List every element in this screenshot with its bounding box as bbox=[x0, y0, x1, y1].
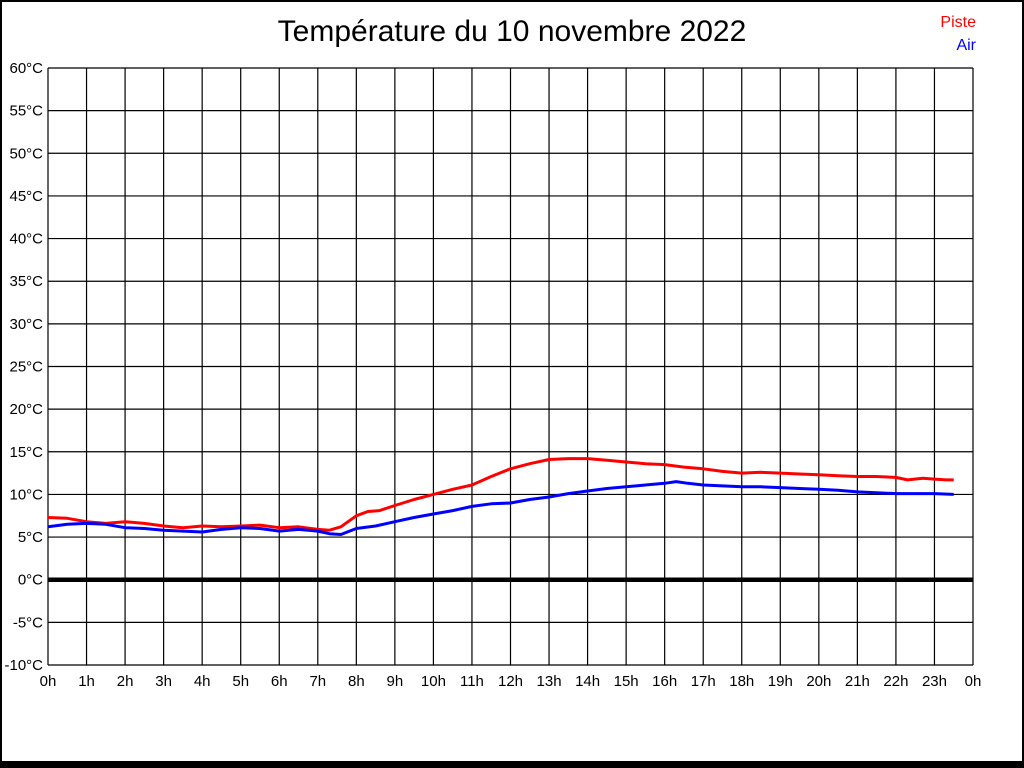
x-axis-tick-label: 18h bbox=[729, 673, 754, 690]
x-axis-tick-label: 20h bbox=[806, 673, 831, 690]
x-axis-tick-label: 4h bbox=[194, 673, 211, 690]
x-axis-tick-label: 0h bbox=[40, 673, 57, 690]
x-axis-tick-label: 0h bbox=[965, 673, 982, 690]
legend-label-air: Air bbox=[956, 37, 976, 54]
y-axis-tick-label: 50°C bbox=[9, 145, 43, 162]
x-axis-tick-label: 2h bbox=[117, 673, 134, 690]
x-axis-tick-label: 12h bbox=[498, 673, 523, 690]
piste-series-line bbox=[47, 457, 954, 532]
y-axis-tick-label: 5°C bbox=[18, 529, 43, 546]
y-axis-tick-label: 20°C bbox=[9, 401, 43, 418]
x-axis-tick-label: 13h bbox=[537, 673, 562, 690]
x-axis-tick-label: 22h bbox=[883, 673, 908, 690]
x-axis-tick-label: 6h bbox=[271, 673, 288, 690]
x-axis-tick-label: 16h bbox=[652, 673, 677, 690]
x-axis-tick-label: 23h bbox=[922, 673, 947, 690]
y-axis-tick-label: 0°C bbox=[18, 572, 43, 589]
y-axis-tick-label: 55°C bbox=[9, 103, 43, 120]
x-axis-tick-label: 8h bbox=[348, 673, 365, 690]
y-axis-tick-label: 35°C bbox=[9, 273, 43, 290]
air-series-line bbox=[47, 480, 954, 536]
x-axis-tick-label: 19h bbox=[768, 673, 793, 690]
y-axis-tick-label: 60°C bbox=[9, 60, 43, 77]
x-axis-tick-label: 11h bbox=[460, 673, 484, 690]
y-axis-tick-label: 30°C bbox=[9, 316, 43, 333]
legend-label-piste: Piste bbox=[940, 14, 976, 31]
x-axis-tick-label: 9h bbox=[387, 673, 404, 690]
x-axis-tick-label: 5h bbox=[232, 673, 249, 690]
legend-item-air: Air bbox=[956, 34, 976, 57]
y-axis-tick-label: 25°C bbox=[9, 359, 43, 376]
legend: Piste Air bbox=[940, 11, 976, 57]
y-axis-tick-label: 45°C bbox=[9, 188, 43, 205]
y-axis-tick-label: 15°C bbox=[9, 444, 43, 461]
x-axis-tick-label: 14h bbox=[575, 673, 600, 690]
legend-item-piste: Piste bbox=[940, 11, 976, 34]
x-axis-tick-label: 1h bbox=[78, 673, 95, 690]
y-axis-tick-label: -5°C bbox=[13, 614, 43, 631]
x-axis-tick-label: 3h bbox=[155, 673, 172, 690]
chart-title: Température du 10 novembre 2022 bbox=[277, 15, 747, 48]
y-axis-tick-label: 40°C bbox=[9, 231, 43, 248]
x-axis-tick-label: 7h bbox=[309, 673, 326, 690]
y-axis-tick-label: 10°C bbox=[9, 486, 43, 503]
x-axis-tick-label: 10h bbox=[421, 673, 446, 690]
x-axis-tick-label: 15h bbox=[614, 673, 639, 690]
x-axis-tick-label: 17h bbox=[691, 673, 716, 690]
x-axis-tick-label: 21h bbox=[845, 673, 870, 690]
y-axis-tick-label: -10°C bbox=[4, 657, 43, 674]
